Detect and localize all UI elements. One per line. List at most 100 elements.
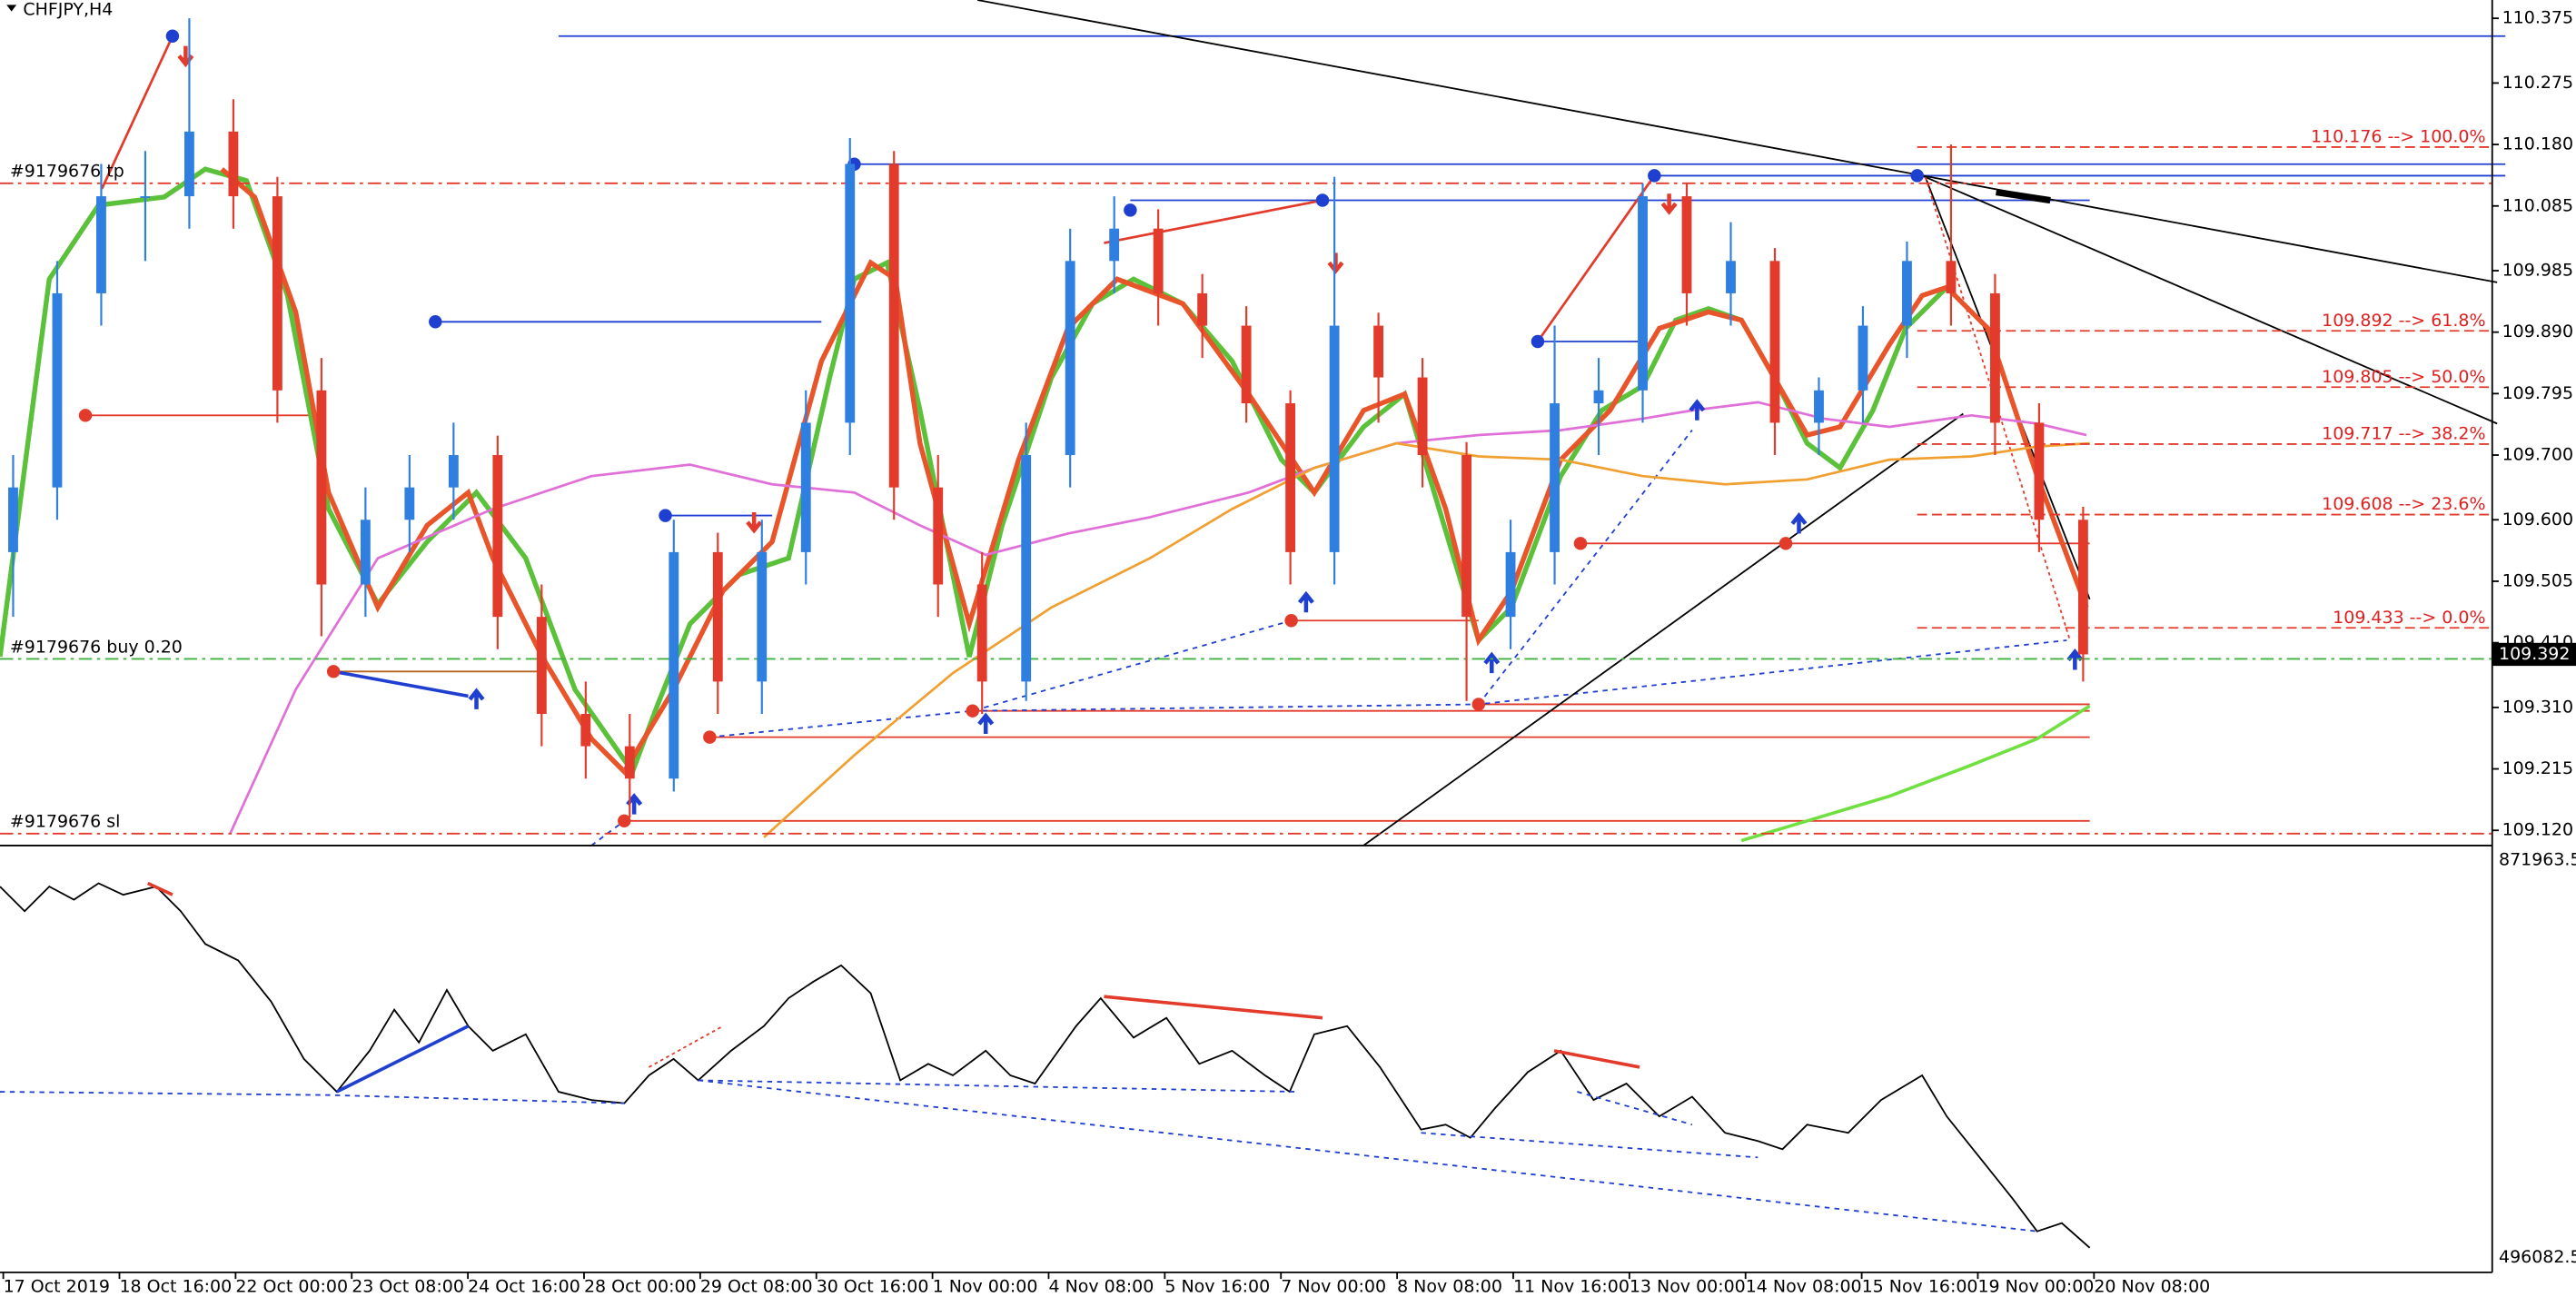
candle-body (2077, 520, 2088, 655)
candle-body (1858, 325, 1868, 391)
candle-body (712, 551, 723, 682)
divergence-line (1577, 1091, 1693, 1126)
order-label: #9179676 buy 0.20 (10, 637, 183, 657)
divergence-line (698, 1079, 2037, 1233)
candle-body (448, 455, 459, 488)
candle-body (1638, 196, 1648, 391)
y-tick-label: 110.180 (2502, 134, 2573, 154)
divergence-line (335, 1025, 470, 1094)
x-tick-label: 5 Nov 16:00 (1164, 1277, 1270, 1297)
candle-body (1329, 325, 1340, 552)
candle-body (404, 487, 415, 520)
current-price-badge (2492, 642, 2576, 667)
divergence-line (0, 1091, 625, 1104)
candle-body (669, 551, 679, 779)
candle-body (1373, 325, 1384, 378)
y-tick-label: 110.275 (2502, 73, 2573, 93)
candle-body (1593, 390, 1604, 404)
current-price-label: 109.392 (2499, 644, 2570, 664)
candle-body (1505, 551, 1516, 618)
candle-body (1726, 261, 1736, 293)
y-tick-label: 109.505 (2502, 570, 2573, 590)
candle-body (52, 292, 63, 488)
fib-label: 109.433 --> 0.0% (2333, 608, 2485, 628)
candle-body (976, 584, 987, 682)
y-tick-label: 109.600 (2502, 510, 2573, 530)
x-tick-label: 28 Oct 00:00 (584, 1277, 697, 1297)
candle-body (1197, 292, 1208, 326)
candle-body (183, 131, 194, 197)
candle-body (1946, 261, 1957, 293)
candle-body (1153, 228, 1164, 293)
candle-body (2034, 422, 2045, 520)
candle-body (1241, 325, 1252, 404)
candle-body (1902, 261, 1912, 326)
candle-body (933, 487, 944, 585)
x-tick-label: 14 Nov 08:00 (1746, 1277, 1862, 1297)
x-tick-label: 19 Nov 00:00 (1977, 1277, 2094, 1297)
fib-label: 109.892 --> 61.8% (2322, 311, 2485, 331)
x-tick-label: 23 Oct 08:00 (352, 1277, 464, 1297)
y-tick-label: 109.985 (2502, 261, 2573, 281)
divergence-line (147, 881, 173, 896)
price-pane: 110.176 --> 100.0% 109.892 --> 61.8% 109.8… (0, 0, 2506, 847)
divergence-line (1104, 995, 1323, 1020)
candle-body (1417, 377, 1428, 456)
candle-body (580, 714, 591, 747)
indicator-line (0, 882, 2091, 1249)
x-tick-label: 20 Nov 08:00 (2094, 1277, 2210, 1297)
candle-body (1065, 261, 1075, 456)
candle-body (316, 390, 327, 585)
x-tick-label: 1 Nov 00:00 (933, 1277, 1038, 1297)
divergence-line (648, 1025, 724, 1068)
candle-body (845, 163, 856, 423)
candle-body (96, 196, 106, 293)
symbol-title: CHFJPY,H4 (23, 0, 113, 19)
y-tick-label: 109.120 (2502, 820, 2573, 840)
candle-body (1461, 455, 1471, 618)
candle-body (360, 520, 371, 585)
y-tick-label: 109.890 (2502, 322, 2573, 342)
candle-body (1550, 403, 1560, 552)
candle-body (1285, 403, 1296, 552)
y-tick-label: 109.700 (2502, 445, 2573, 465)
candle-body (8, 487, 18, 552)
candle-body (492, 455, 503, 618)
candle-body (1681, 196, 1692, 293)
drawn-objects (0, 0, 2506, 847)
candle-body (140, 196, 151, 198)
x-tick-label: 11 Nov 16:00 (1513, 1277, 1630, 1297)
candle-body (888, 163, 899, 488)
divergence-line (1421, 1132, 1759, 1159)
candle-body (1989, 292, 2000, 423)
x-tick-label: 7 Nov 00:00 (1281, 1277, 1386, 1297)
candle-body (272, 196, 282, 391)
fib-label: 109.608 --> 23.6% (2322, 494, 2485, 514)
y-tick-label: 109.795 (2502, 383, 2573, 403)
indicator-min: 496082.5 (2499, 1247, 2576, 1267)
candle-body (228, 131, 239, 197)
candle-body (536, 617, 547, 715)
y-tick-label: 109.310 (2502, 697, 2573, 717)
x-tick-label: 17 Oct 2019 (4, 1277, 110, 1297)
candle-body (1109, 228, 1120, 262)
candle-body (1769, 261, 1780, 423)
symbol-header: CHFJPY,H4 (6, 0, 113, 19)
indicator-pane: 871963.5 496082.5 (0, 850, 2576, 1267)
candle-body (1814, 390, 1824, 423)
divergence-line (1553, 1049, 1640, 1069)
x-tick-label: 24 Oct 16:00 (468, 1277, 580, 1297)
divergence-line (698, 1079, 1298, 1093)
candle-body (800, 422, 811, 552)
x-tick-label: 30 Oct 16:00 (817, 1277, 929, 1297)
x-tick-label: 18 Oct 16:00 (119, 1277, 232, 1297)
x-tick-label: 22 Oct 00:00 (235, 1277, 348, 1297)
order-label: #9179676 tp (10, 162, 124, 182)
y-tick-label: 110.085 (2502, 195, 2573, 215)
x-tick-label: 29 Oct 08:00 (700, 1277, 813, 1297)
y-tick-label: 110.375 (2502, 8, 2573, 28)
fib-label: 109.717 --> 38.2% (2322, 424, 2485, 444)
fib-label: 109.805 --> 50.0% (2322, 367, 2485, 387)
x-tick-label: 4 Nov 08:00 (1048, 1277, 1154, 1297)
